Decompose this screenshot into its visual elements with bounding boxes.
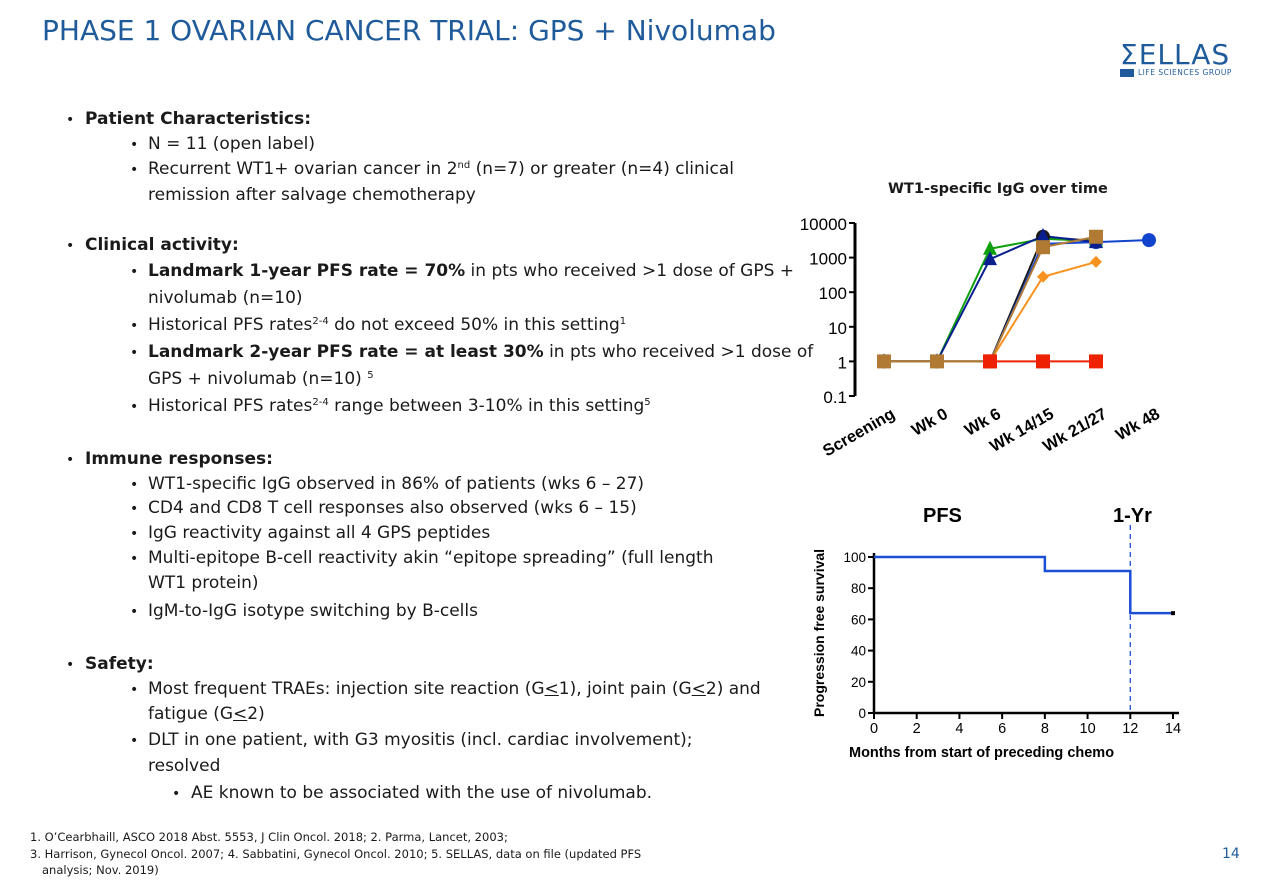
igg-data-point: [1090, 255, 1102, 268]
igg-x-tick-label: Screening: [820, 405, 898, 460]
pfs-chart: PFS 1-Yr Progression free survival Month…: [811, 505, 1181, 761]
igg-series-line: [884, 239, 1150, 363]
bullet-text: Landmark 2-year PFS rate = at least 30% …: [148, 342, 814, 362]
bullet-icon: •: [130, 137, 139, 153]
igg-data-point: [930, 354, 944, 369]
bullet-text: Recurrent WT1+ ovarian cancer in 2nd (n=…: [148, 159, 735, 179]
bullet-icon: •: [130, 733, 139, 749]
pfs-x-tick-label: 14: [1165, 721, 1181, 737]
bullet-text-continued: GPS + nivolumab (n=10) 5: [148, 369, 374, 389]
footnote-line: analysis; Nov. 2019): [42, 863, 159, 877]
pfs-y-tick-label: 80: [851, 581, 866, 596]
logo-subtitle: LIFE SCIENCES GROUP: [1138, 68, 1232, 77]
bullet-icon: •: [130, 318, 139, 334]
pfs-censor-mark: [1171, 611, 1175, 616]
bullet-text-continued: nivolumab (n=10): [148, 288, 303, 308]
igg-chart-title: WT1-specific IgG over time: [888, 181, 1108, 197]
bullet-text: IgM-to-IgG isotype switching by B-cells: [148, 601, 478, 621]
bullet-icon: •: [130, 345, 139, 361]
pfs-annotation: 1-Yr: [1113, 505, 1152, 527]
bullet-text-continued: remission after salvage chemotherapy: [148, 185, 476, 205]
bullet-icon: •: [172, 786, 181, 802]
igg-y-tick-label: 0.1: [823, 388, 847, 407]
pfs-y-tick-label: 100: [843, 550, 866, 565]
bullet-text: DLT in one patient, with G3 myositis (in…: [148, 730, 693, 750]
bullet-text: IgG reactivity against all 4 GPS peptide…: [148, 523, 491, 543]
bullet-text: Multi-epitope B-cell reactivity akin “ep…: [148, 548, 714, 568]
sellas-logo: ΣELLAS LIFE SCIENCES GROUP: [1120, 38, 1240, 84]
igg-data-point: [983, 240, 997, 255]
bullet-icon: •: [66, 238, 75, 254]
pfs-x-tick-label: 0: [870, 721, 878, 737]
igg-data-point: [1142, 233, 1156, 248]
bullet-text-continued: resolved: [148, 756, 221, 776]
igg-data-point: [877, 354, 891, 369]
footnote-line: 1. O’Cearbhaill, ASCO 2018 Abst. 5553, J…: [30, 830, 508, 844]
igg-series-line: [884, 260, 1097, 363]
igg-data-point: [1089, 354, 1103, 369]
bullet-text: Most frequent TRAEs: injection site reac…: [148, 679, 761, 699]
page-number: 14: [1222, 846, 1240, 862]
bullet-icon: •: [130, 501, 139, 517]
pfs-x-tick-label: 2: [913, 721, 921, 737]
bullet-icon: •: [130, 682, 139, 698]
section-heading: Patient Characteristics:: [85, 109, 312, 129]
bullet-text: Historical PFS rates2-4 range between 3-…: [148, 396, 651, 416]
igg-data-point: [1036, 240, 1050, 255]
igg-data-point: [1036, 354, 1050, 369]
bullet-icon: •: [130, 264, 139, 280]
bullet-text: WT1-specific IgG observed in 86% of pati…: [148, 474, 645, 494]
igg-data-point: [1036, 228, 1050, 243]
bullet-text: Landmark 1-year PFS rate = 70% in pts wh…: [148, 261, 795, 281]
igg-x-tick-label: Wk 48: [1113, 405, 1163, 444]
bullet-text: Historical PFS rates2-4 do not exceed 50…: [148, 315, 627, 335]
igg-y-tick-label: 10: [828, 319, 847, 338]
bullet-text: N = 11 (open label): [148, 134, 316, 154]
igg-y-tick-label: 10000: [800, 215, 847, 234]
section-heading: Immune responses:: [85, 449, 273, 469]
footnote-line: 3. Harrison, Gynecol Oncol. 2007; 4. Sab…: [30, 847, 642, 861]
pfs-x-tick-label: 12: [1122, 721, 1138, 737]
bullet-icon: •: [130, 604, 139, 620]
pfs-survival-curve: [874, 555, 1173, 615]
bullet-icon: •: [130, 162, 139, 178]
bullet-icon: •: [66, 657, 75, 673]
bullet-icon: •: [130, 477, 139, 493]
pfs-x-tick-label: 10: [1080, 721, 1096, 737]
logo-wordmark: ΣELLAS: [1120, 38, 1231, 71]
bullet-icon: •: [66, 452, 75, 468]
pfs-y-tick-label: 20: [851, 675, 866, 690]
logo-mark-icon: [1120, 69, 1134, 77]
bullet-icon: •: [130, 526, 139, 542]
pfs-y-tick-label: 0: [858, 706, 866, 721]
igg-data-point: [1089, 229, 1103, 244]
pfs-chart-title: PFS: [923, 505, 962, 527]
igg-data-point: [983, 251, 997, 266]
bullet-text-continued: fatigue (G<2): [148, 704, 265, 724]
pfs-y-axis-label: Progression free survival: [811, 549, 827, 717]
pfs-y-tick-label: 60: [851, 612, 866, 627]
section-heading: Safety:: [85, 654, 154, 674]
bullet-icon: •: [66, 112, 75, 128]
section-heading: Clinical activity:: [85, 235, 239, 255]
pfs-x-axis-label: Months from start of preceding chemo: [849, 745, 1114, 761]
igg-y-tick-label: 100: [819, 284, 847, 303]
bullet-text: AE known to be associated with the use o…: [191, 783, 653, 803]
igg-x-tick-label: Wk 0: [909, 405, 951, 440]
igg-y-tick-label: 1000: [809, 250, 847, 269]
bullet-icon: •: [130, 551, 139, 567]
pfs-x-tick-label: 6: [998, 721, 1006, 737]
igg-y-tick-label: 1: [838, 353, 847, 372]
pfs-x-tick-label: 8: [1041, 721, 1049, 737]
igg-data-point: [983, 354, 997, 369]
page-title: PHASE 1 OVARIAN CANCER TRIAL: GPS + Nivo…: [42, 14, 776, 47]
bullet-text: CD4 and CD8 T cell responses also observ…: [148, 498, 637, 518]
bullet-icon: •: [130, 399, 139, 415]
pfs-y-tick-label: 40: [851, 644, 866, 659]
igg-data-point: [1037, 270, 1049, 283]
pfs-x-tick-label: 4: [955, 721, 963, 737]
bullet-text-continued: WT1 protein): [148, 573, 259, 593]
